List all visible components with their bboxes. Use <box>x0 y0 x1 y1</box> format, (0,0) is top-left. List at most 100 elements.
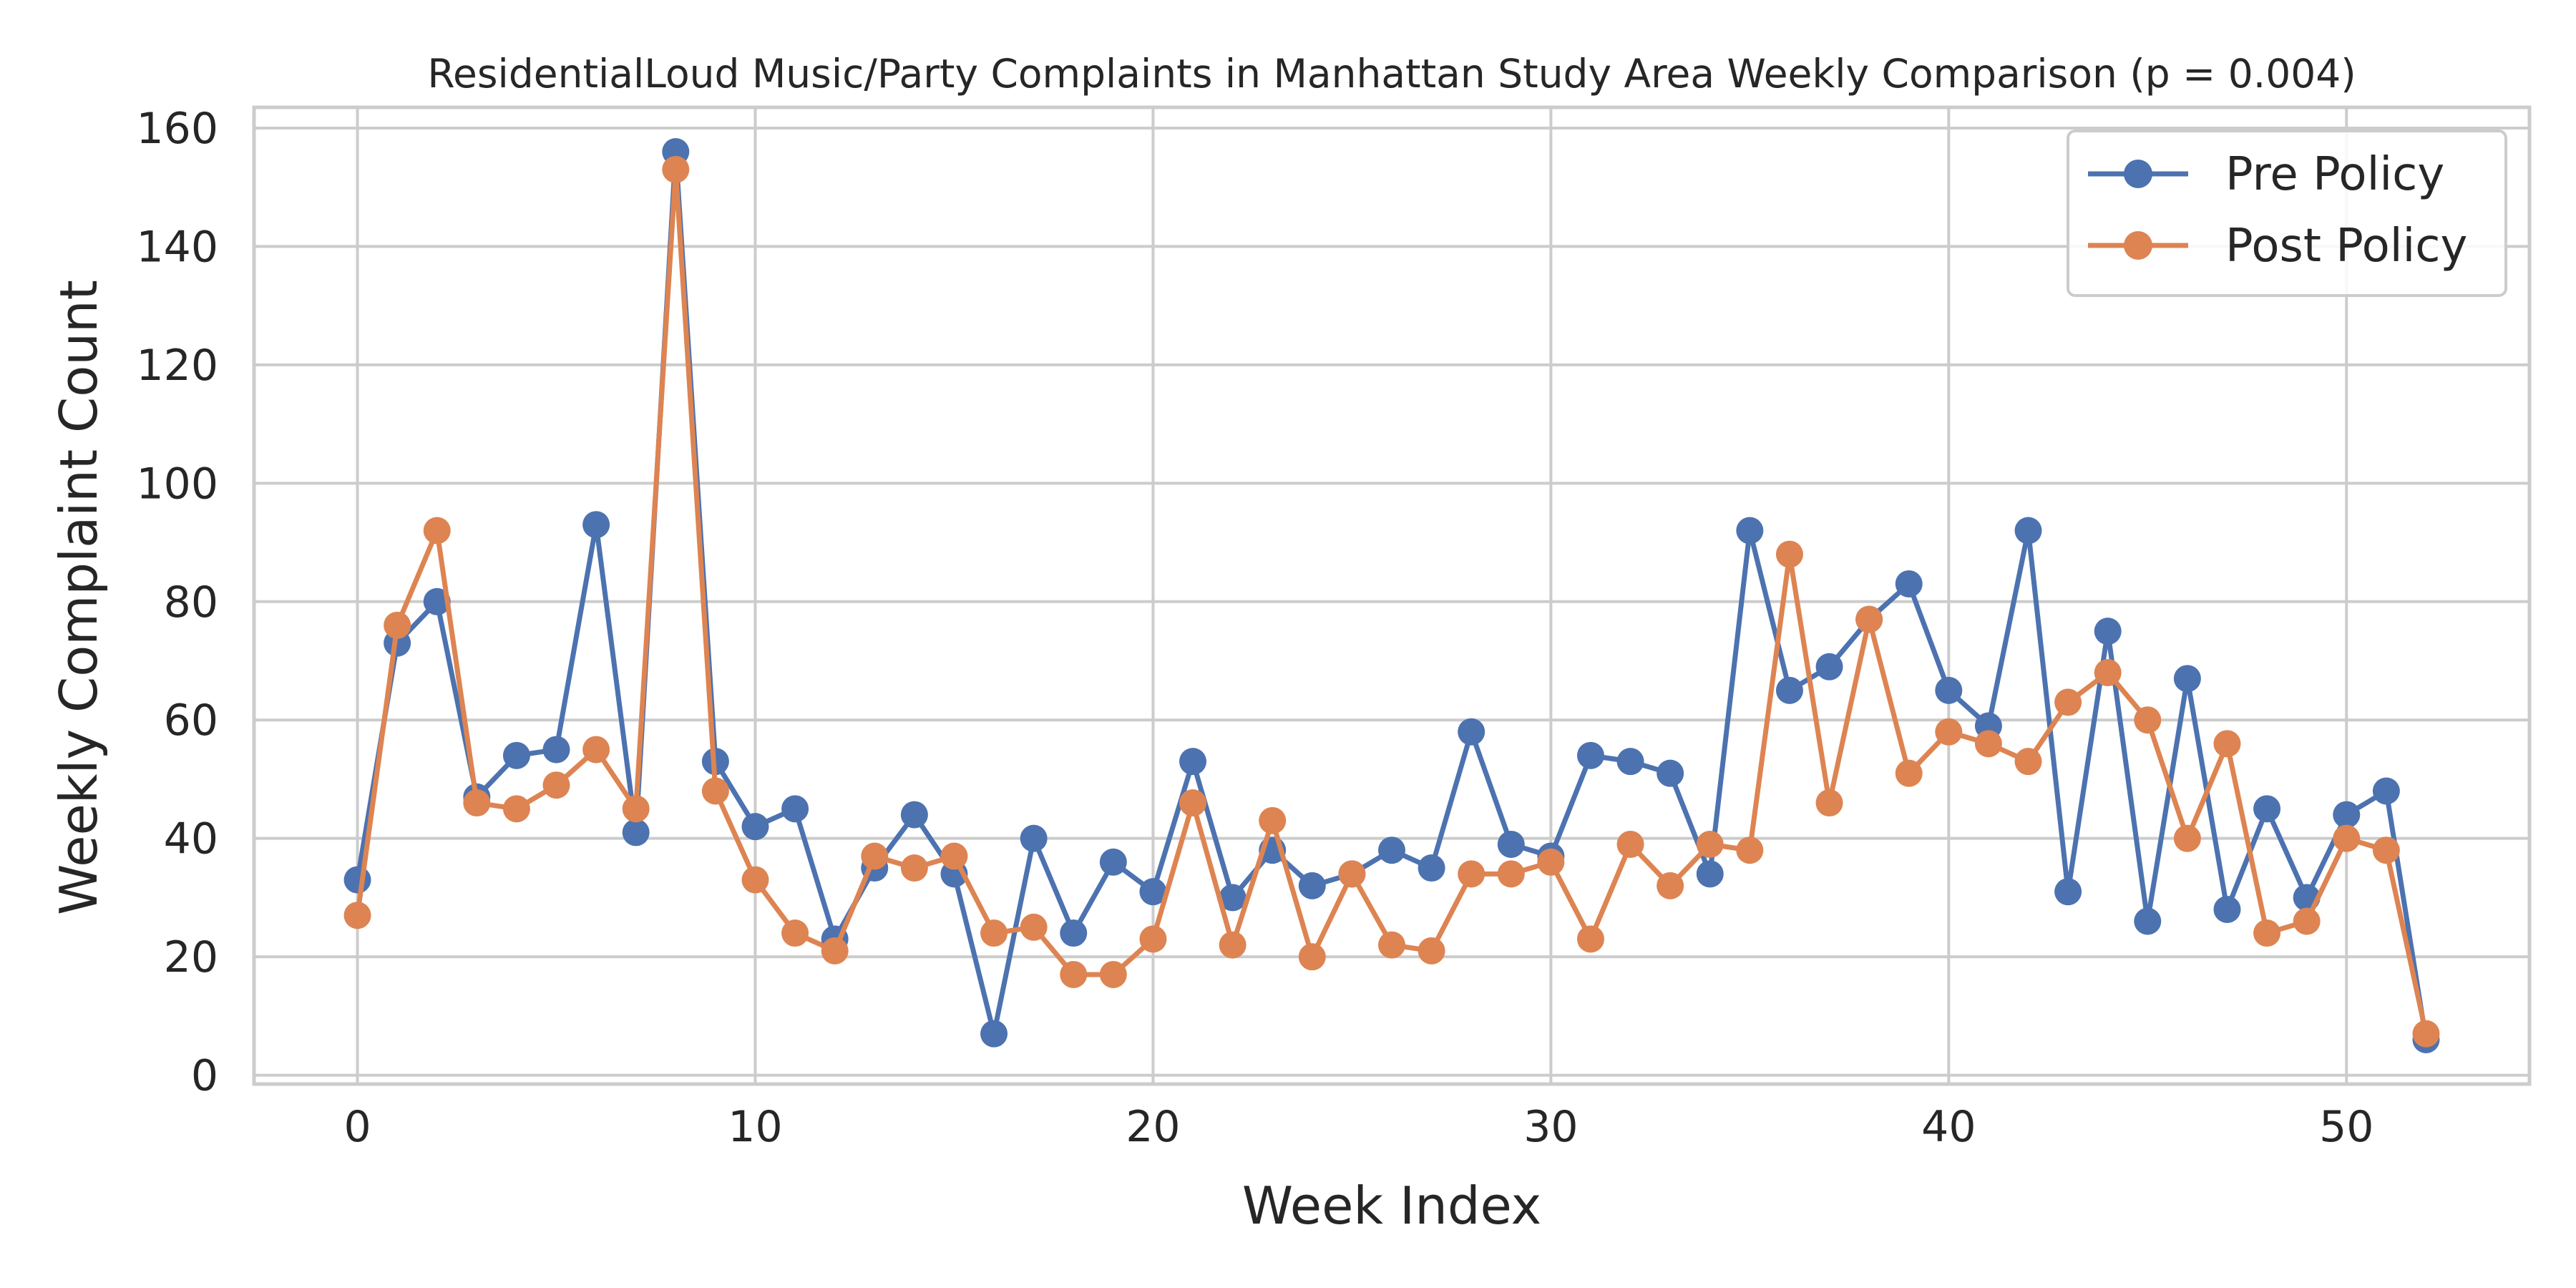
data-point-pre-policy <box>2134 907 2162 935</box>
data-point-post-policy <box>1775 540 1803 568</box>
legend-label-pre-policy: Pre Policy <box>2225 148 2444 201</box>
data-point-post-policy <box>1657 872 1684 899</box>
data-point-post-policy <box>2372 836 2400 864</box>
x-tick-label: 10 <box>728 1102 782 1152</box>
data-point-post-policy <box>1418 937 1445 965</box>
y-tick-label: 120 <box>136 341 218 391</box>
data-point-post-policy <box>1020 913 1048 941</box>
y-tick-label: 160 <box>136 104 218 154</box>
data-point-post-policy <box>582 736 610 763</box>
legend-marker-post-policy <box>2124 231 2152 260</box>
data-point-pre-policy <box>2253 795 2281 823</box>
data-point-post-policy <box>741 866 769 894</box>
data-point-pre-policy <box>2333 801 2361 829</box>
data-point-pre-policy <box>1458 718 1485 746</box>
y-tick-label: 60 <box>164 696 218 746</box>
data-point-pre-policy <box>2054 878 2082 906</box>
data-point-pre-policy <box>1935 676 1963 704</box>
data-point-post-policy <box>1458 860 1485 888</box>
data-point-pre-policy <box>1775 676 1803 704</box>
data-point-post-policy <box>384 611 411 639</box>
data-point-post-policy <box>2173 824 2201 852</box>
data-point-post-policy <box>1060 960 1088 988</box>
data-point-post-policy <box>1935 718 1963 746</box>
data-point-post-policy <box>622 795 650 823</box>
data-point-pre-policy <box>582 511 610 539</box>
y-tick-label: 80 <box>164 577 218 628</box>
data-point-pre-policy <box>542 736 570 763</box>
data-point-pre-policy <box>2014 517 2042 545</box>
data-point-pre-policy <box>1139 878 1167 906</box>
data-point-pre-policy <box>741 813 769 841</box>
data-point-pre-policy <box>1298 872 1326 899</box>
x-tick-label: 20 <box>1126 1102 1180 1152</box>
data-point-post-policy <box>1895 759 1923 787</box>
data-point-post-policy <box>1219 931 1246 959</box>
x-tick-labels: 0 10 20 30 40 50 <box>343 1102 2373 1152</box>
data-point-post-policy <box>2412 1020 2440 1048</box>
series-layer <box>343 138 2440 1053</box>
data-point-post-policy <box>2094 659 2122 687</box>
data-point-post-policy <box>343 902 371 930</box>
legend-label-post-policy: Post Policy <box>2225 220 2467 273</box>
data-point-pre-policy <box>423 587 451 615</box>
series-post-policy <box>343 155 2440 1048</box>
data-point-pre-policy <box>900 801 928 829</box>
y-tick-label: 0 <box>191 1051 218 1101</box>
plot-area-frame <box>252 105 2532 1086</box>
data-point-post-policy <box>1259 806 1287 834</box>
data-point-pre-policy <box>622 819 650 847</box>
data-point-pre-policy <box>1099 848 1127 876</box>
data-point-pre-policy <box>2213 895 2241 923</box>
data-point-post-policy <box>1099 960 1127 988</box>
data-point-post-policy <box>542 771 570 799</box>
data-point-pre-policy <box>1179 748 1207 776</box>
data-point-pre-policy <box>1020 824 1048 852</box>
data-point-pre-policy <box>1378 836 1405 864</box>
data-point-pre-policy <box>502 741 530 769</box>
data-point-post-policy <box>701 777 729 805</box>
data-point-post-policy <box>781 919 809 947</box>
data-point-post-policy <box>2293 907 2321 935</box>
y-axis-label: Weekly Complaint Count <box>49 280 109 915</box>
data-point-post-policy <box>1378 931 1405 959</box>
data-point-pre-policy <box>1219 884 1246 912</box>
data-point-post-policy <box>1179 789 1207 817</box>
data-point-pre-policy <box>1060 919 1088 947</box>
y-tick-labels: 0 20 40 60 80 100 120 140 160 <box>136 104 218 1101</box>
data-point-pre-policy <box>980 1020 1008 1048</box>
x-tick-label: 50 <box>2319 1102 2373 1152</box>
data-point-pre-policy <box>2094 618 2122 645</box>
data-point-post-policy <box>1497 860 1525 888</box>
data-point-post-policy <box>1736 836 1764 864</box>
x-axis-label: Week Index <box>1242 1176 1541 1236</box>
data-point-post-policy <box>662 155 690 183</box>
x-tick-label: 30 <box>1523 1102 1578 1152</box>
y-tick-label: 40 <box>164 814 218 864</box>
data-point-post-policy <box>2014 748 2042 776</box>
data-point-post-policy <box>423 517 451 545</box>
data-point-post-policy <box>1815 789 1843 817</box>
data-point-pre-policy <box>1616 748 1644 776</box>
data-point-pre-policy <box>343 866 371 894</box>
data-point-pre-policy <box>1418 854 1445 882</box>
data-point-pre-policy <box>1657 759 1684 787</box>
data-point-post-policy <box>2134 706 2162 734</box>
data-point-post-policy <box>900 854 928 882</box>
data-point-post-policy <box>1139 925 1167 953</box>
x-tick-label: 0 <box>343 1102 371 1152</box>
data-point-post-policy <box>1338 860 1366 888</box>
data-point-pre-policy <box>1497 830 1525 858</box>
data-point-post-policy <box>2054 688 2082 716</box>
data-point-pre-policy <box>1696 860 1724 888</box>
legend: Pre Policy Post Policy <box>2067 130 2507 297</box>
data-point-pre-policy <box>781 795 809 823</box>
data-point-post-policy <box>1616 830 1644 858</box>
data-point-pre-policy <box>2173 665 2201 693</box>
data-point-pre-policy <box>2372 777 2400 805</box>
data-point-pre-policy <box>1576 741 1604 769</box>
data-point-post-policy <box>1696 830 1724 858</box>
data-point-post-policy <box>1855 605 1883 633</box>
data-point-post-policy <box>502 795 530 823</box>
